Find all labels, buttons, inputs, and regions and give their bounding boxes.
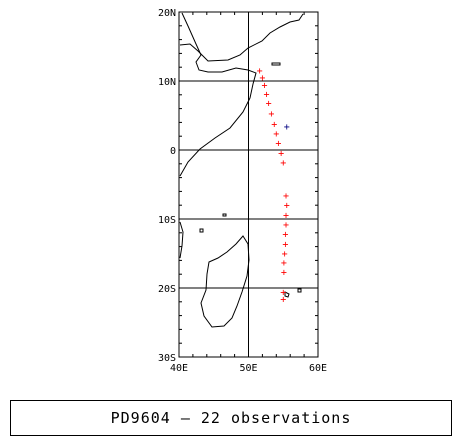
coast-madagascar [200, 235, 250, 328]
observation-point-first: + [284, 122, 290, 133]
observation-point: + [271, 119, 277, 130]
lat-tick-label: 20N [158, 8, 176, 19]
lat-tick-label: 0 [170, 146, 176, 157]
observation-point: + [280, 295, 286, 306]
coast-comoros [199, 228, 204, 233]
coast-reunion [284, 291, 290, 298]
observation-point: + [283, 191, 289, 202]
observation-point: + [268, 109, 274, 120]
lat-tick-label: 10N [158, 77, 176, 88]
coast-socotra [271, 62, 281, 66]
caption-text: PD9604 — 22 observations [110, 409, 352, 427]
observation-point: + [283, 210, 289, 221]
coast-mozambique [179, 221, 184, 259]
observation-point: + [282, 239, 288, 250]
observation-point: + [261, 81, 267, 92]
observation-point: + [284, 201, 290, 212]
lon-tick-label: 40E [170, 363, 188, 374]
lat-tick-label: 10S [158, 215, 176, 226]
coast-seychelles [222, 213, 227, 217]
observation-point: + [282, 249, 288, 260]
observation-point: + [280, 158, 286, 169]
observation-point: + [283, 220, 289, 231]
observation-point: + [281, 268, 287, 279]
grid [179, 12, 318, 357]
observation-point: + [264, 90, 270, 101]
observation-point: + [266, 99, 272, 110]
coast-africa [179, 12, 257, 177]
observation-point: + [281, 258, 287, 269]
lon-tick-label: 60E [309, 363, 327, 374]
lat-tick-label: 20S [158, 284, 176, 295]
caption-box: PD9604 — 22 observations [10, 400, 452, 436]
observation-point: + [282, 230, 288, 241]
coastline [179, 12, 304, 328]
axis-ticks [178, 11, 319, 358]
lon-tick-label: 50E [239, 363, 257, 374]
observation-point: + [275, 139, 281, 150]
axis-labels: 40E 50E 60E 20N 10N 0 10S 20S 30S [158, 8, 327, 374]
observation-point: + [259, 73, 265, 84]
coast-arabia [179, 13, 304, 62]
lat-tick-label: 30S [158, 353, 176, 364]
observation-point: + [273, 129, 279, 140]
observation-point: + [257, 66, 263, 77]
coast-mauritius [297, 288, 302, 293]
observation-point: + [278, 148, 284, 159]
observation-point: + [280, 288, 286, 299]
observation-points: +++++++++++++++++++++++ [257, 66, 290, 305]
